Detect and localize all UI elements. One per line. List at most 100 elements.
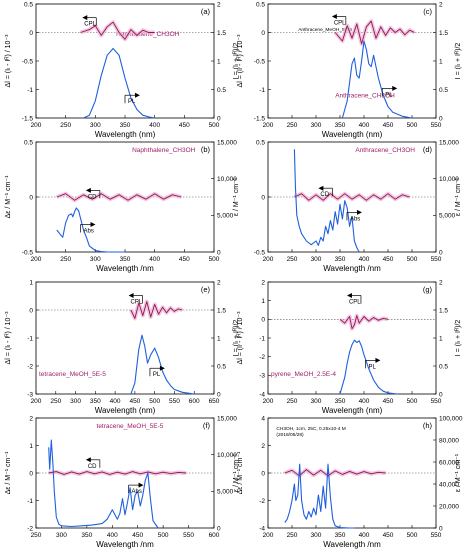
panel-c-arrow-head-right [392, 85, 398, 91]
panel-b-xtick-label: 250 [60, 256, 71, 263]
panel-g-ytick-right-label: 1.5 [439, 307, 448, 314]
panel-c-xtick-label: 400 [359, 122, 370, 129]
panel-d-xlabel: Wavelength /nm [323, 264, 381, 273]
panel-a-xtick-label: 350 [120, 122, 131, 129]
panel-d-ylabel-right: ε / M⁻¹ cm⁻¹ [455, 177, 462, 216]
panel-c-top-note: Anthracene_MeOH_5E-5 [298, 27, 352, 33]
panel-e-cpl-line [130, 301, 183, 319]
panel-c-ytick-left-label: -1.5 [254, 115, 266, 122]
panel-e-xtick-label: 300 [70, 398, 81, 405]
panel-g-xtick-label: 250 [287, 398, 298, 405]
panel-b-arrow-head-right [90, 222, 96, 227]
panel-b-ytick-right-label: 5,000 [217, 213, 234, 220]
panel-f-arrow-label: CD [88, 464, 97, 470]
panel-e-xtick-label: 250 [50, 398, 61, 405]
panel-b-abs-line [56, 207, 125, 253]
panel-e-arrow-head-right [159, 365, 165, 371]
panel-c-ytick-right-label: 0 [439, 115, 443, 122]
panel-h-abs-line [284, 463, 355, 529]
panel-g-ylabel-left: Δl = (Iₗ - Iᴿ) / 10⁻³ [237, 311, 244, 365]
panel-c-pl-line [341, 40, 413, 119]
panel-a-ytick-right-label: 2 [217, 1, 221, 8]
panel-c-xtick-label: 450 [383, 122, 394, 129]
panel-h-xtick-label: 350 [335, 532, 346, 539]
panel-f-ytick-left-label: 1 [29, 443, 33, 450]
panel-e-ytick-right-label: 1.5 [217, 307, 226, 314]
panel-g-ytick-left-label: 0 [261, 317, 265, 324]
panel-g-xtick-label: 400 [359, 398, 370, 405]
panel-e-ylabel-left: Δl = (Iₗ - Iᴿ) / 10⁻³ [5, 311, 12, 365]
panel-g-ytick-left-label: -4 [259, 391, 265, 398]
panel-g-label: (g) [423, 285, 433, 294]
panel-e-arrow-label: CPL [131, 299, 143, 305]
panel-f-xtick-label: 350 [81, 532, 92, 539]
panel-g-arrow-head-left [346, 292, 352, 298]
panel-e-xlabel: Wavelength (nm) [95, 406, 156, 415]
panel-g-pl-line [339, 339, 398, 395]
panel-c-arrow-head-left [331, 14, 337, 20]
panel-e-ytick-left-label: -1 [27, 335, 33, 342]
panel-h-cd-line [284, 469, 386, 477]
panel-d-arrow-label: CD [320, 192, 329, 198]
panel-f-xtick-label: 250 [31, 532, 42, 539]
panel-f-ytick-right-label: 15,000 [217, 415, 237, 422]
panel-a-ytick-left-label: -1.5 [22, 115, 34, 122]
panel-g-cpl-line [339, 315, 389, 330]
panel-f-arrow-head-left [85, 457, 91, 463]
panel-d-xtick-label: 250 [287, 256, 298, 263]
panel-h-ytick-right-label: 20,000 [439, 503, 459, 510]
panel-e-ytick-left-label: -2 [27, 363, 33, 370]
panel-a-ytick-left-label: 0.5 [24, 1, 33, 8]
panel-g-ylabel-right: I = (Iₗ + Iᴿ)/2 [455, 320, 462, 357]
panel-g-ytick-left-label: -1 [259, 335, 265, 342]
panel-c-ytick-right-label: 1 [439, 58, 443, 65]
panel-c-ytick-right-label: 2 [439, 1, 443, 8]
panel-f-ytick-left-label: -2 [27, 525, 33, 532]
panel-a-ylabel-left: Δl = (Iₗ - Iᴿ) / 10⁻³ [5, 34, 12, 88]
panel-d-sample-label: Anthracene_CH3OH [355, 147, 415, 154]
panel-g-xlabel: Wavelength (nm) [322, 406, 383, 415]
panel-g-ytick-left-label: -3 [259, 373, 265, 380]
panel-f-ytick-right-label: 5,000 [217, 489, 234, 496]
panel-h-top-note-2: (2018/05/28) [276, 432, 304, 438]
panel-a-pl-line [83, 47, 155, 119]
panel-h-ytick-left-label: 2 [261, 443, 265, 450]
panel-f-ytick-right-label: 0 [217, 525, 221, 532]
panel-a-sample-label: Naphthalene_CH3OH [116, 31, 180, 38]
panel-f-xtick-label: 450 [132, 532, 143, 539]
panel-g-ytick-left-label: -2 [259, 354, 265, 361]
panel-d-ytick-right-label: 10,000 [439, 176, 459, 183]
panel-d-ytick-left-label: 0 [261, 194, 265, 201]
panel-h-ytick-right-label: 100,000 [439, 415, 463, 422]
panel-e-xtick-label: 600 [189, 398, 200, 405]
panel-e-xtick-label: 500 [149, 398, 160, 405]
panel-g-cpl-band [338, 313, 389, 331]
panel-b-arrow-label: Abs [84, 229, 94, 235]
panel-g-arrow-label: CPL [349, 299, 361, 305]
panel-a-xlabel: Wavelength (nm) [95, 130, 156, 139]
panel-e-xtick-label: 650 [209, 398, 220, 405]
panel-b-ytick-right-label: 15,000 [217, 139, 237, 146]
panel-f-arrow-head-right [138, 482, 144, 488]
panel-d-arrow-head-left [318, 185, 324, 191]
panel-h-ytick-right-label: 80,000 [439, 437, 459, 444]
panel-g-ytick-right-label: 1 [439, 335, 443, 342]
panel-f-cd-line [48, 471, 187, 475]
panel-e-ylabel-right: I = (Iₗ + Iᴿ)/2 [233, 320, 240, 357]
panel-g-xtick-label: 500 [407, 398, 418, 405]
panel-d-ytick-right-label: 0 [439, 249, 443, 256]
panel-g-arrow-label: PL [368, 364, 376, 370]
panel-d-xtick-label: 500 [407, 256, 418, 263]
panel-e-ytick-right-label: 2 [217, 279, 221, 286]
panel-f-xtick-label: 400 [107, 532, 118, 539]
panel-e-xtick-label: 200 [31, 398, 42, 405]
panel-b-ytick-right-label: 0 [217, 249, 221, 256]
panel-b-xtick-label: 400 [149, 256, 160, 263]
panel-e-arrow-label: PL [153, 372, 161, 378]
panel-d-ytick-left-label: 0.5 [256, 139, 265, 146]
panel-c-xtick-label: 550 [431, 122, 442, 129]
panel-h-ytick-right-label: 0 [439, 525, 443, 532]
panel-a-cpl-line [80, 21, 155, 40]
panel-a-xtick-label: 250 [60, 122, 71, 129]
panel-g-arrow-head-right [375, 357, 381, 363]
